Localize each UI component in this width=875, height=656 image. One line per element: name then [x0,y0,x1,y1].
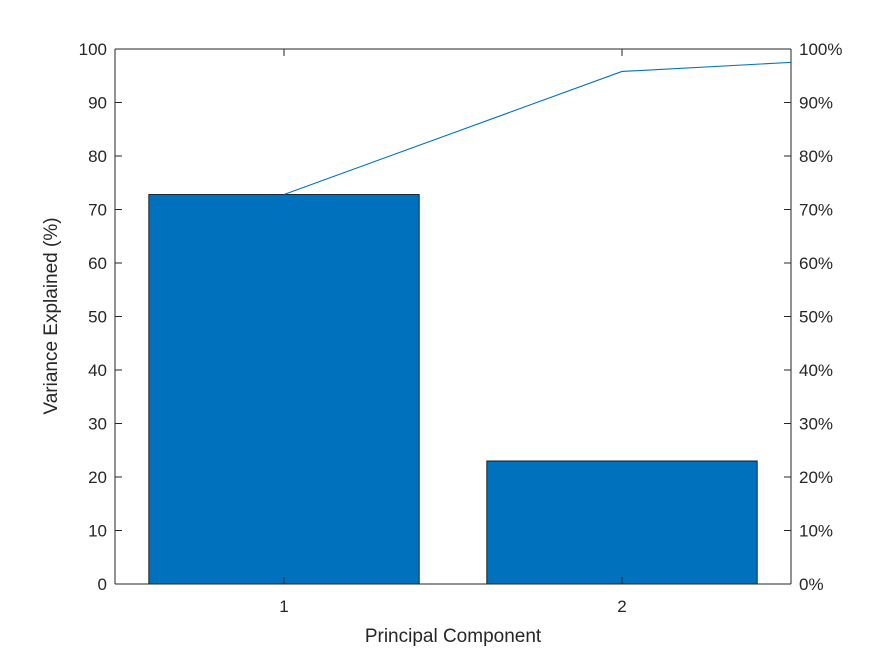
cumulative-line-group [283,61,792,196]
y-tick-label-left: 40 [88,361,107,380]
y-tick-label-left: 90 [88,94,107,113]
y-tick-label-right: 60% [799,254,833,273]
y-tick-label-right: 10% [799,522,833,541]
y-tick-label-left: 70 [88,201,107,220]
bar-2 [486,460,758,585]
y-tick-label-right: 80% [799,147,833,166]
x-tick-label-2: 2 [617,597,626,616]
y-tick-label-left: 100 [79,40,107,59]
y-tick-label-right: 70% [799,201,833,220]
x-tick-label-1: 1 [279,597,288,616]
y-tick-label-right: 30% [799,415,833,434]
x-axis-title: Principal Component [365,626,542,647]
y-tick-label-left: 30 [88,415,107,434]
bar-1 [148,194,420,585]
y-tick-label-left: 10 [88,522,107,541]
y-tick-label-right: 20% [799,468,833,487]
y-tick-label-left: 20 [88,468,107,487]
y-tick-label-right: 100% [799,40,842,59]
y-tick-label-left: 50 [88,308,107,327]
y-tick-label-left: 80 [88,147,107,166]
y-tick-label-right: 0% [799,575,824,594]
y-tick-label-left: 60 [88,254,107,273]
y-tick-label-left: 0 [98,575,107,594]
y-tick-label-right: 40% [799,361,833,380]
ticks-group: 0 0% 10 10% 20 20% 30 30% 40 40% 50 50% 60 60% 70 70% 80… [79,40,843,616]
cumulative-variance-line [283,61,792,196]
bars-group [148,194,758,585]
y-tick-label-right: 50% [799,308,833,327]
y-tick-label-right: 90% [799,94,833,113]
y-axis-title: Variance Explained (%) [41,217,62,414]
